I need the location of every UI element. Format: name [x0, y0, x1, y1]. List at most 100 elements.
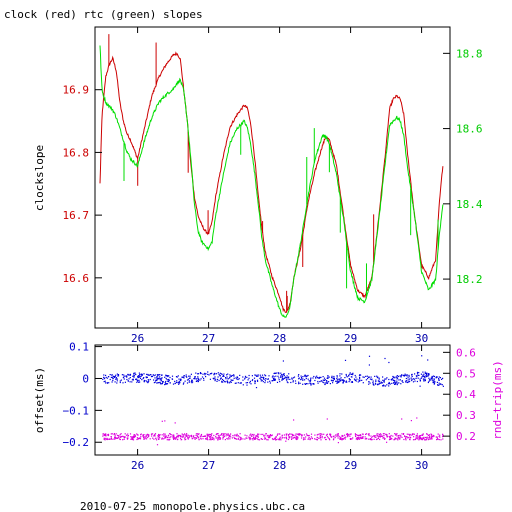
bottom-series-rnd-trip-point	[176, 439, 179, 441]
bottom-series-rnd-trip-point	[294, 434, 296, 436]
bottom-series-rnd-trip-point	[334, 435, 336, 437]
bottom-series-offset-point	[111, 374, 113, 376]
bottom-series-offset-point	[198, 378, 200, 380]
bottom-series-rnd-trip-point	[376, 438, 378, 440]
bottom-series-rnd-trip-point	[151, 435, 153, 437]
bottom-series-offset-point	[320, 376, 322, 378]
bottom-series-rnd-trip-point	[305, 436, 307, 438]
bottom-series-rnd-trip-point	[405, 436, 407, 438]
bottom-series-offset-point	[180, 380, 182, 382]
bottom-series-offset-point	[386, 384, 388, 386]
bottom-series-offset-point	[239, 374, 241, 376]
bottom-series-offset-point	[418, 374, 420, 376]
bottom-series-rnd-trip-point	[223, 434, 225, 436]
bottom-series-rnd-trip-point	[194, 437, 196, 439]
bottom-series-rnd-trip-point	[123, 436, 125, 438]
bottom-series-offset-point	[154, 374, 156, 376]
bottom-series-rnd-trip-point	[244, 434, 246, 436]
bottom-series-offset-point	[156, 376, 158, 378]
bottom-series-rnd-trip-point	[124, 433, 126, 435]
bottom-series-rnd-trip-point	[344, 438, 346, 440]
bottom-series-rnd-trip-point	[412, 439, 415, 441]
bottom-series-rnd-trip-point	[133, 434, 135, 436]
bottom-series-offset-point	[116, 373, 118, 375]
bottom-series-offset-point	[343, 380, 345, 382]
bottom-series-rnd-trip-point	[401, 418, 403, 420]
bottom-series-rnd-trip-point	[287, 438, 290, 441]
bottom-series-offset-point	[328, 376, 330, 378]
bottom-series-offset-point	[438, 379, 440, 381]
bottom-series-rnd-trip-point	[315, 438, 317, 440]
bottom-series-rnd-trip-point	[306, 434, 308, 436]
bottom-series-rnd-trip-point	[310, 433, 313, 435]
bottom-series-rnd-trip-point	[167, 439, 170, 441]
bottom-series-rnd-trip-point	[401, 433, 403, 435]
bottom-series-rnd-trip-point	[176, 433, 178, 435]
bottom-series-offset-point	[338, 378, 340, 380]
bottom-series-offset-point	[169, 382, 171, 384]
bottom-series-rnd-trip-point	[249, 434, 251, 436]
bottom-series-rnd-trip-point	[211, 433, 213, 435]
bottom-series-rnd-trip-point	[152, 437, 154, 439]
bottom-series-offset-point	[348, 375, 350, 377]
bottom-series-rnd-trip-point	[144, 438, 146, 440]
bottom-series-offset-point	[416, 376, 418, 378]
bottom-series-offset-point	[411, 378, 413, 380]
bottom-series-rnd-trip-point	[425, 438, 427, 441]
bottom-series-offset-point	[368, 376, 370, 378]
bottom-series-offset-point	[272, 375, 274, 377]
bottom-series-offset-point	[342, 379, 344, 381]
bottom-series-offset-point	[350, 381, 352, 383]
bottom-series-offset-point	[348, 378, 350, 380]
bottom-series-offset-point	[426, 372, 428, 374]
bottom-series-offset-point	[147, 381, 149, 383]
bottom-series-rnd-trip-point	[252, 438, 254, 440]
bottom-series-rnd-trip-point	[319, 435, 321, 437]
bottom-series-offset-point	[395, 382, 397, 384]
bottom-series-offset-point	[146, 381, 148, 383]
bottom-series-offset-point	[318, 377, 320, 379]
bottom-series-offset-point	[274, 379, 276, 381]
bottom-series-rnd-trip-point	[394, 437, 396, 440]
bottom-series-rnd-trip-point	[119, 438, 121, 441]
bottom-series-offset-point	[392, 379, 394, 381]
bottom-series-offset-point	[337, 380, 339, 382]
bottom-series-rnd-trip-point	[346, 433, 348, 435]
bottom-series-rnd-trip-point	[428, 436, 431, 438]
bottom-series-offset-point	[286, 375, 288, 377]
bottom-series-offset-point	[286, 377, 288, 379]
bottom-series-rnd-trip-point	[146, 434, 148, 436]
bottom-series-rnd-trip-point	[108, 438, 110, 440]
bottom-series-rnd-trip-point	[118, 435, 120, 437]
bottom-series-rnd-trip-point	[336, 435, 339, 437]
bottom-series-rnd-trip-point	[184, 437, 186, 439]
bottom-series-rnd-trip-point	[268, 435, 270, 437]
bottom-series-offset-point	[221, 381, 223, 383]
bottom-series-offset-point	[135, 378, 138, 380]
bottom-series-offset-point	[117, 375, 120, 377]
bottom-series-offset-point	[257, 380, 259, 382]
bottom-series-offset-point	[159, 381, 161, 383]
bottom-series-offset-point	[325, 380, 328, 382]
bottom-series-rnd-trip-point	[430, 438, 432, 440]
bottom-series-rnd-trip-point	[326, 418, 328, 420]
bottom-series-offset-point	[123, 378, 125, 380]
bottom-series-offset-point	[278, 372, 280, 374]
bottom-series-offset-point	[429, 378, 431, 381]
bottom-series-offset-point	[437, 384, 439, 386]
bottom-series-rnd-trip-point	[338, 435, 340, 437]
bottom-series-rnd-trip-point	[344, 436, 346, 439]
bottom-series-offset-point	[143, 379, 145, 382]
bottom-series-offset-point	[428, 377, 430, 379]
bottom-series-rnd-trip-point	[311, 437, 313, 440]
bottom-series-rnd-trip-point	[407, 437, 409, 439]
bottom-series-offset-point	[207, 371, 209, 373]
bottom-series-offset-point	[143, 373, 145, 375]
bottom-series-rnd-trip-point	[365, 433, 367, 435]
bottom-series-offset-point	[313, 375, 315, 378]
bottom-series-offset-point	[161, 380, 163, 383]
bottom-series-rnd-trip-point	[304, 438, 306, 440]
bottom-series-offset-point	[345, 381, 347, 383]
bottom-series-rnd-trip-points	[102, 417, 444, 446]
bottom-series-rnd-trip-point	[186, 435, 188, 437]
